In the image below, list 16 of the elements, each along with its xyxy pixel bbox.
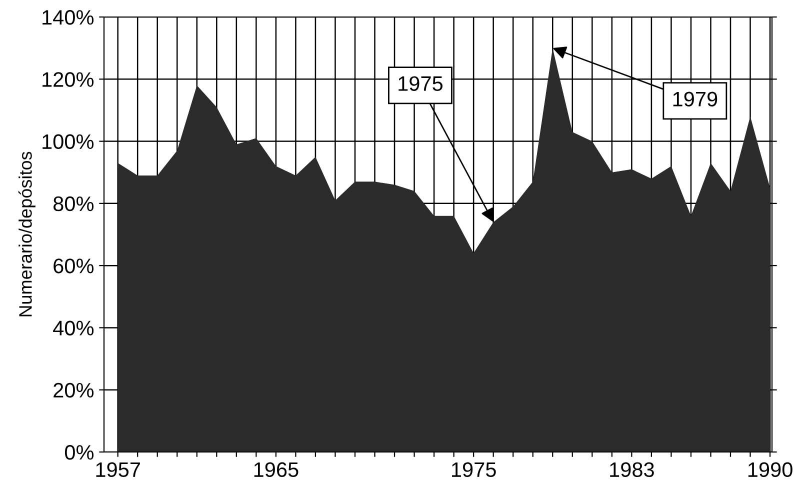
x-tick-label: 1975 — [452, 462, 496, 478]
y-axis-title: Numerario/depósitos — [18, 152, 36, 316]
annotation: 1979 — [673, 92, 718, 106]
y-tick-label: 20% — [54, 382, 94, 398]
x-tick-label: 1990 — [748, 462, 792, 478]
x-tick-label: 1957 — [96, 462, 140, 478]
y-tick-label: 120% — [42, 72, 94, 87]
y-tick-label: 60% — [54, 258, 94, 274]
y-tick-label: 80% — [53, 196, 94, 212]
x-tick-label: 1965 — [254, 462, 298, 478]
y-tick-label: 140% — [42, 10, 94, 25]
x-tick-label: 1983 — [610, 462, 654, 478]
y-tick-label: 100% — [42, 134, 94, 150]
annotation: 1975 — [398, 76, 443, 91]
y-tick-label: 0% — [64, 445, 94, 460]
y-tick-label: 40% — [53, 320, 94, 336]
